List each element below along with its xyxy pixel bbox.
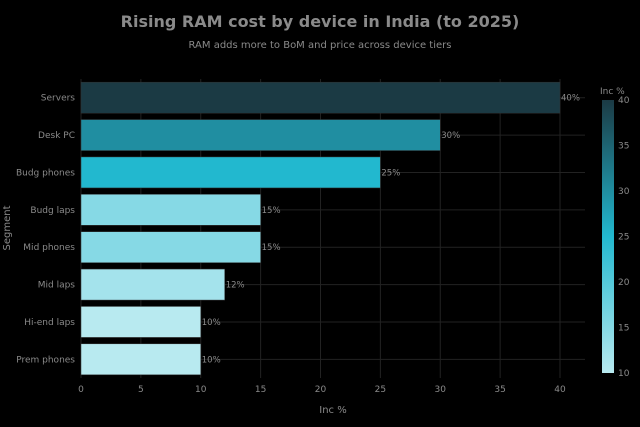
bar-budg-phones <box>80 156 381 189</box>
x-tick-label: 15 <box>255 385 266 395</box>
colorbar <box>602 100 614 373</box>
bar-servers <box>80 81 561 114</box>
data-label: 15% <box>262 243 281 253</box>
y-tick-label: Desk PC <box>38 131 75 141</box>
colorbar-tick-label: 35 <box>618 142 629 152</box>
y-tick-label: Prem phones <box>16 355 75 365</box>
y-axis-label: Segment <box>2 205 13 250</box>
data-label: 25% <box>381 168 400 178</box>
chart-subtitle: RAM adds more to BoM and price across de… <box>189 40 452 51</box>
y-tick-label: Servers <box>41 94 76 104</box>
y-tick-label: Hi-end laps <box>24 318 75 328</box>
colorbar-title: Inc % <box>600 87 625 97</box>
data-label: 15% <box>262 206 281 216</box>
bar-budg-laps <box>80 194 261 226</box>
data-label: 30% <box>441 131 460 141</box>
x-tick-label: 30 <box>435 385 447 395</box>
y-tick-label: Budg laps <box>30 206 75 216</box>
colorbar-tick-label: 15 <box>618 324 629 334</box>
data-label: 10% <box>202 355 221 365</box>
x-tick-label: 35 <box>494 385 505 395</box>
x-axis-label: Inc % <box>319 405 346 416</box>
bar-prem-phones <box>80 343 201 376</box>
y-tick-label: Budg phones <box>16 168 75 178</box>
x-tick-label: 0 <box>78 385 84 395</box>
x-tick-label: 5 <box>138 385 144 395</box>
colorbar-tick-label: 20 <box>618 278 630 288</box>
data-label: 40% <box>561 94 580 104</box>
x-tick-label: 25 <box>375 385 386 395</box>
colorbar-tick-label: 25 <box>618 233 629 243</box>
x-tick-label: 20 <box>315 385 327 395</box>
colorbar-tick-label: 10 <box>618 369 630 379</box>
y-tick-label: Mid phones <box>23 243 75 253</box>
colorbar-tick-label: 30 <box>618 187 630 197</box>
data-label: 10% <box>202 318 221 328</box>
data-label: 12% <box>226 281 245 291</box>
colorbar-tick-label: 40 <box>618 96 630 106</box>
x-tick-label: 40 <box>554 385 566 395</box>
bar-desk-pc <box>80 119 441 151</box>
bar-hi-end-laps <box>80 306 201 338</box>
y-tick-label: Mid laps <box>38 281 76 291</box>
bar-mid-laps <box>80 268 225 301</box>
x-tick-label: 10 <box>195 385 207 395</box>
chart-title: Rising RAM cost by device in India (to 2… <box>121 12 520 31</box>
bar-mid-phones <box>80 231 261 263</box>
